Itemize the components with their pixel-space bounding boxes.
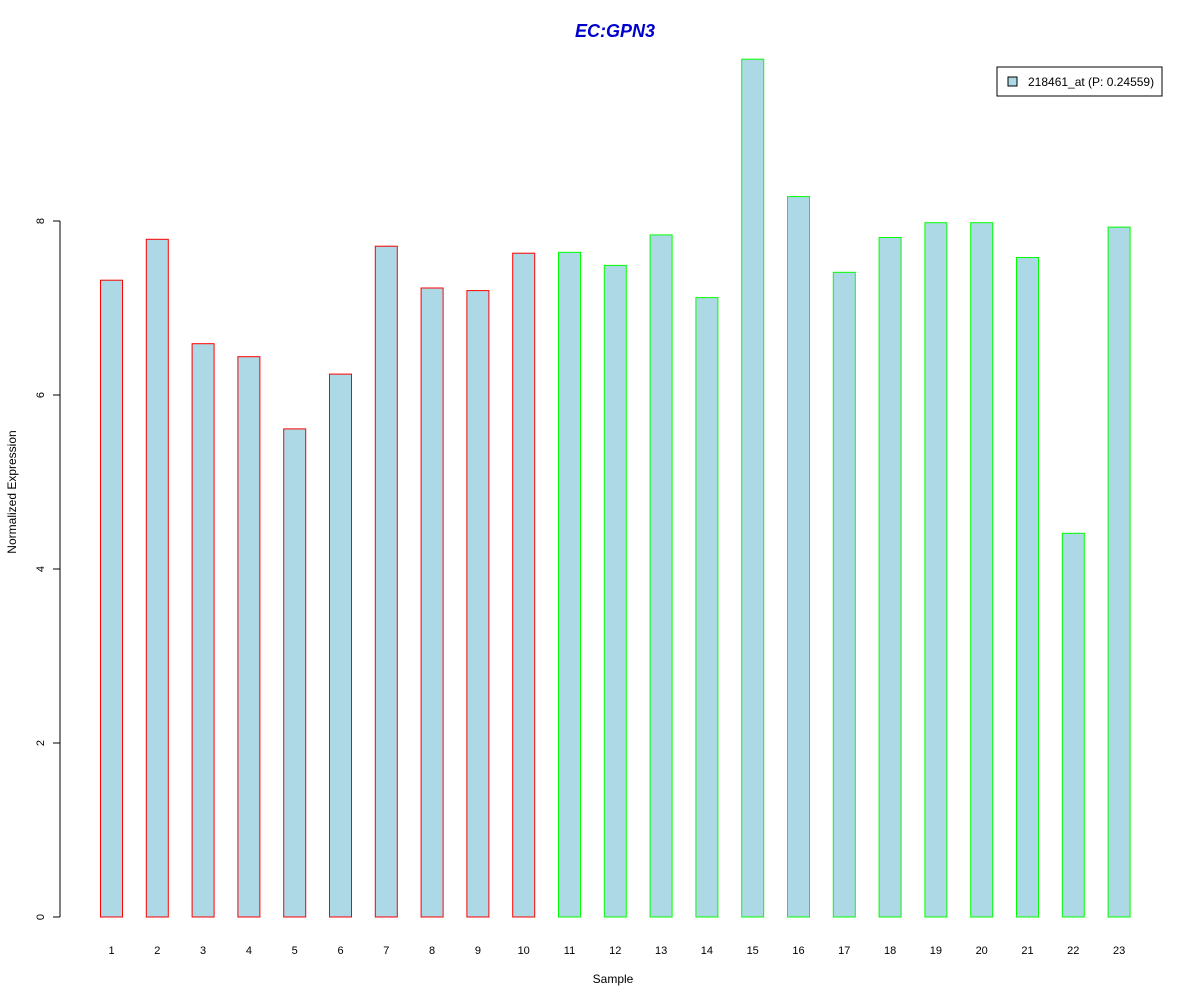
bar-sample-11	[558, 251, 581, 918]
bar-sample-23	[1107, 226, 1131, 918]
x-tick-label: 3	[200, 945, 206, 957]
bar-sample-16	[787, 196, 810, 918]
x-tick-label: 20	[976, 945, 988, 957]
bar-sample-3	[191, 343, 215, 918]
bar-sample-1	[100, 279, 123, 918]
x-tick-label: 10	[518, 945, 530, 957]
x-tick-label: 14	[701, 945, 713, 957]
bars-group	[100, 58, 1131, 918]
x-tick-label: 2	[154, 945, 160, 957]
bar-sample-7	[374, 245, 398, 918]
legend-box	[996, 66, 1163, 97]
legend-label: 218461_at (P: 0.24559)	[1028, 75, 1154, 89]
chart-title: EC:GPN3	[575, 21, 655, 41]
bar-sample-12	[603, 264, 627, 918]
y-tick-label: 8	[35, 218, 47, 224]
bar-sample-17	[832, 271, 856, 918]
bar-sample-5	[283, 428, 307, 918]
bar-sample-15	[741, 58, 765, 918]
y-tick-label: 0	[35, 914, 47, 920]
bar-sample-10	[512, 252, 536, 918]
bar-sample-14	[695, 297, 719, 918]
bar-sample-22	[1061, 532, 1085, 918]
x-tick-label: 16	[792, 945, 804, 957]
x-tick-label: 17	[838, 945, 850, 957]
bar-sample-21	[1016, 257, 1039, 918]
bar-sample-9	[466, 290, 490, 918]
bar-sample-2	[145, 238, 169, 918]
legend-swatch	[1007, 76, 1018, 87]
x-tick-label: 7	[383, 945, 389, 957]
x-axis-label: Sample	[593, 972, 634, 986]
x-tick-label: 12	[609, 945, 621, 957]
y-axis-label: Normalized Expression	[5, 430, 19, 553]
bar-sample-18	[878, 237, 902, 918]
x-tick-label: 15	[747, 945, 759, 957]
bar-sample-19	[924, 222, 948, 918]
x-tick-label: 18	[884, 945, 896, 957]
x-tick-labels: 1 2 3 4 5 6 7 8 9 10 11 12 13 14 15 16 17 18 19 20 21 22 23	[108, 945, 1125, 957]
x-tick-label: 23	[1113, 945, 1125, 957]
bar-sample-20	[970, 222, 994, 918]
x-tick-label: 4	[246, 945, 252, 957]
legend: 218461_at (P: 0.24559)	[996, 66, 1163, 97]
x-tick-label: 8	[429, 945, 435, 957]
y-tick-label: 2	[35, 740, 47, 746]
x-tick-label: 22	[1067, 945, 1079, 957]
y-tick-label: 4	[35, 566, 47, 572]
x-tick-label: 19	[930, 945, 942, 957]
x-tick-label: 13	[655, 945, 667, 957]
bar-sample-6	[329, 373, 352, 918]
x-tick-label: 9	[475, 945, 481, 957]
x-tick-label: 11	[564, 945, 575, 957]
x-tick-label: 5	[292, 945, 298, 957]
x-tick-label: 1	[108, 945, 114, 957]
y-axis: 0 2 4 6 8	[35, 218, 61, 920]
x-tick-label: 21	[1021, 945, 1033, 957]
bar-sample-13	[649, 234, 673, 918]
y-tick-label: 6	[35, 392, 47, 398]
bar-sample-4	[237, 356, 261, 918]
x-tick-label: 6	[337, 945, 343, 957]
bar-sample-8	[420, 287, 444, 918]
